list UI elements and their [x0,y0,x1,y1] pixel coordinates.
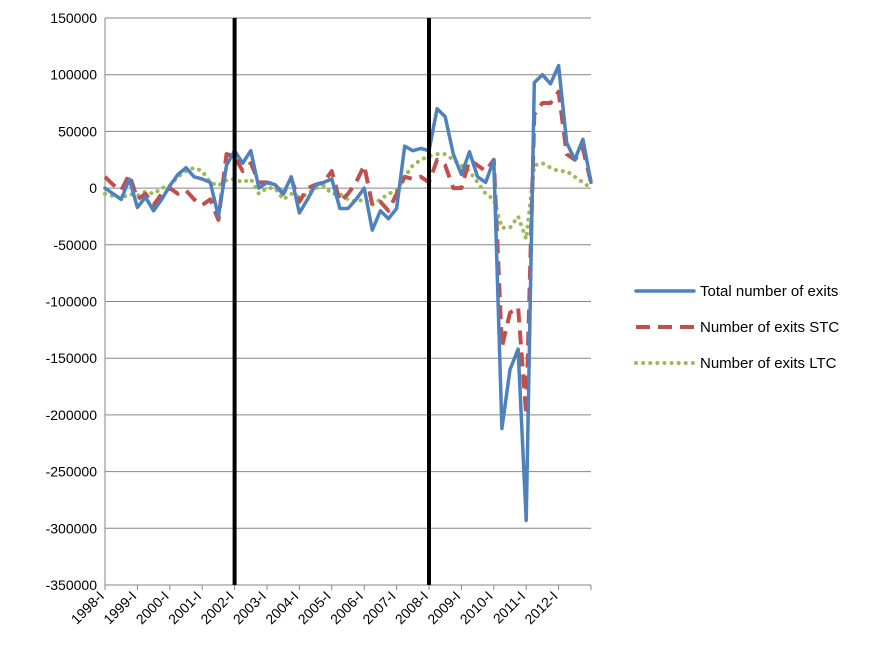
x-tick-label: 2008-I [392,588,431,627]
series-lines [103,63,593,523]
axes [104,18,592,590]
x-tick-label: 2009-I [424,588,463,627]
y-tick-label: -50000 [53,237,97,253]
series-line-0 [103,63,593,523]
x-tick-label: 2003-I [230,588,269,627]
y-tick-label: 0 [89,180,97,196]
x-tick-label: 1998-I [68,588,107,627]
x-tick-label: 2000-I [133,588,172,627]
legend: Total number of exits Number of exits STC… [634,283,839,372]
y-tick-label: -350000 [46,577,98,593]
y-tick-label: 100000 [50,67,97,83]
x-tick-label: 2004-I [262,588,301,627]
x-tick-label: 2001-I [165,588,204,627]
y-tick-label: -200000 [46,407,98,423]
vertical-marker-lines [232,18,431,585]
y-axis-tick-labels: 150000 100000 50000 0 -50000 -100000 -150000 -2… [46,10,98,593]
x-tick-label: 2007-I [359,588,398,627]
x-tick-label: 2010-I [457,588,496,627]
y-tick-label: -300000 [46,520,98,536]
legend-label-2: Number of exits LTC [700,355,837,372]
legend-label-0: Total number of exits [700,283,838,300]
x-tick-label: 2011-I [490,588,529,627]
y-tick-label: -250000 [46,464,98,480]
x-tick-label: 2006-I [327,588,366,627]
grid [105,17,591,586]
y-tick-label: -100000 [46,294,98,310]
legend-label-1: Number of exits STC [700,319,839,336]
series-line-2 [103,152,593,242]
y-tick-label: 50000 [58,123,97,139]
y-tick-label: -150000 [46,350,98,366]
x-axis-tick-labels: 1998-I1999-I2000-I2001-I2002-I2003-I2004… [68,588,561,627]
x-tick-label: 1999-I [100,588,139,627]
x-tick-label: 2002-I [197,588,236,627]
series-line-1 [103,89,593,417]
x-tick-label: 2005-I [295,588,334,627]
y-tick-label: 150000 [50,10,97,26]
x-tick-label: 2012-I [521,588,560,627]
